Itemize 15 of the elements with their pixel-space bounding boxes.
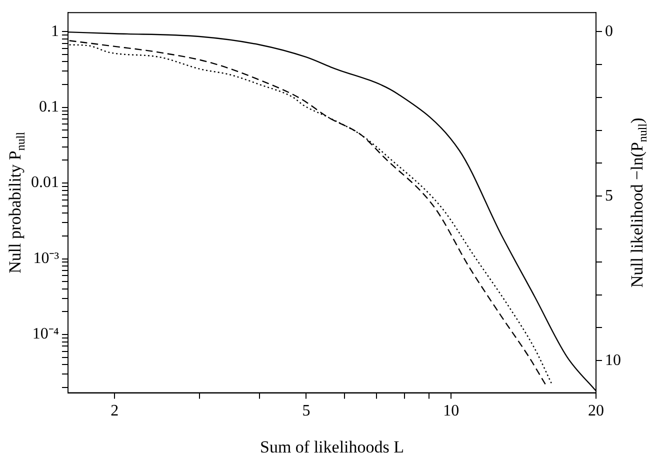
y-tick-label: 0.01 xyxy=(31,174,59,192)
y-tick-label: 1 xyxy=(51,22,59,40)
x-tick-label: 2 xyxy=(110,402,119,420)
x-tick-label: 10 xyxy=(443,402,460,420)
y2-axis-title: Null likelihood −ln(Pnull) xyxy=(627,118,650,288)
x-tick-label: 20 xyxy=(588,402,604,420)
y-tick-label: 10⁻⁴ xyxy=(32,326,60,343)
y2-tick-label: 0 xyxy=(605,22,613,40)
y-tick-label: 10⁻³ xyxy=(33,250,60,267)
y-tick-label: 0.1 xyxy=(39,98,59,116)
y2-tick-label: 5 xyxy=(605,187,613,204)
x-tick-label: 5 xyxy=(302,402,310,420)
x-axis-title: Sum of likelihoods L xyxy=(260,437,404,456)
y-axis-title: Null probability Pnull xyxy=(5,131,28,274)
y2-tick-label: 10 xyxy=(605,352,621,369)
